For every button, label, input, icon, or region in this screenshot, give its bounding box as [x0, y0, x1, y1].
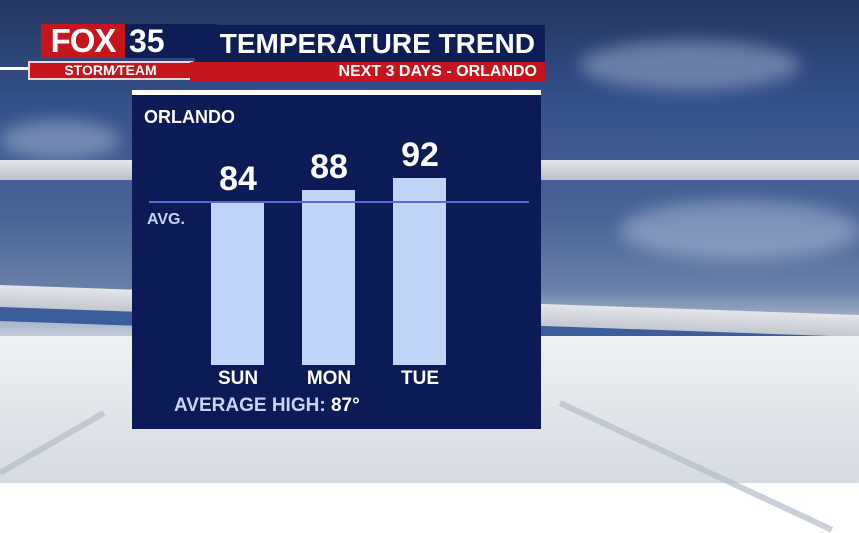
- logo-network: FOX: [41, 24, 125, 58]
- average-reference-line: [149, 201, 529, 203]
- bar-tue: [393, 178, 446, 365]
- value-tue: 92: [401, 136, 439, 174]
- logo-team-word1: STORM: [64, 62, 115, 78]
- city-label: ORLANDO: [144, 107, 235, 127]
- day-label-tue: TUE: [401, 368, 439, 389]
- value-mon: 88: [310, 148, 348, 186]
- cloud: [0, 120, 120, 160]
- page-title: TEMPERATURE TREND: [195, 25, 545, 63]
- cloud: [580, 40, 800, 90]
- logo-team-word2: TEAM: [116, 62, 157, 78]
- bar-sun: [211, 202, 264, 365]
- bar-mon: [302, 190, 355, 365]
- value-sun: 84: [219, 160, 257, 198]
- average-high-value: 87°: [330, 395, 360, 416]
- day-label-mon: MON: [306, 368, 352, 389]
- logo-storm-team: STORM⁄TEAM: [28, 61, 193, 80]
- logo-line: [0, 67, 30, 70]
- chart-panel: ORLANDO AVG. 84 88 92 SUN MON TUE AVERAG…: [132, 90, 541, 429]
- bolt-icon: ⁄: [114, 62, 117, 78]
- cloud: [620, 200, 859, 260]
- avg-label: AVG.: [147, 211, 185, 228]
- page-subtitle: NEXT 3 DAYS - ORLANDO: [190, 62, 545, 81]
- average-high-label: AVERAGE HIGH:: [174, 395, 326, 416]
- average-high: AVERAGE HIGH: 87°: [174, 395, 360, 417]
- day-label-sun: SUN: [217, 368, 259, 389]
